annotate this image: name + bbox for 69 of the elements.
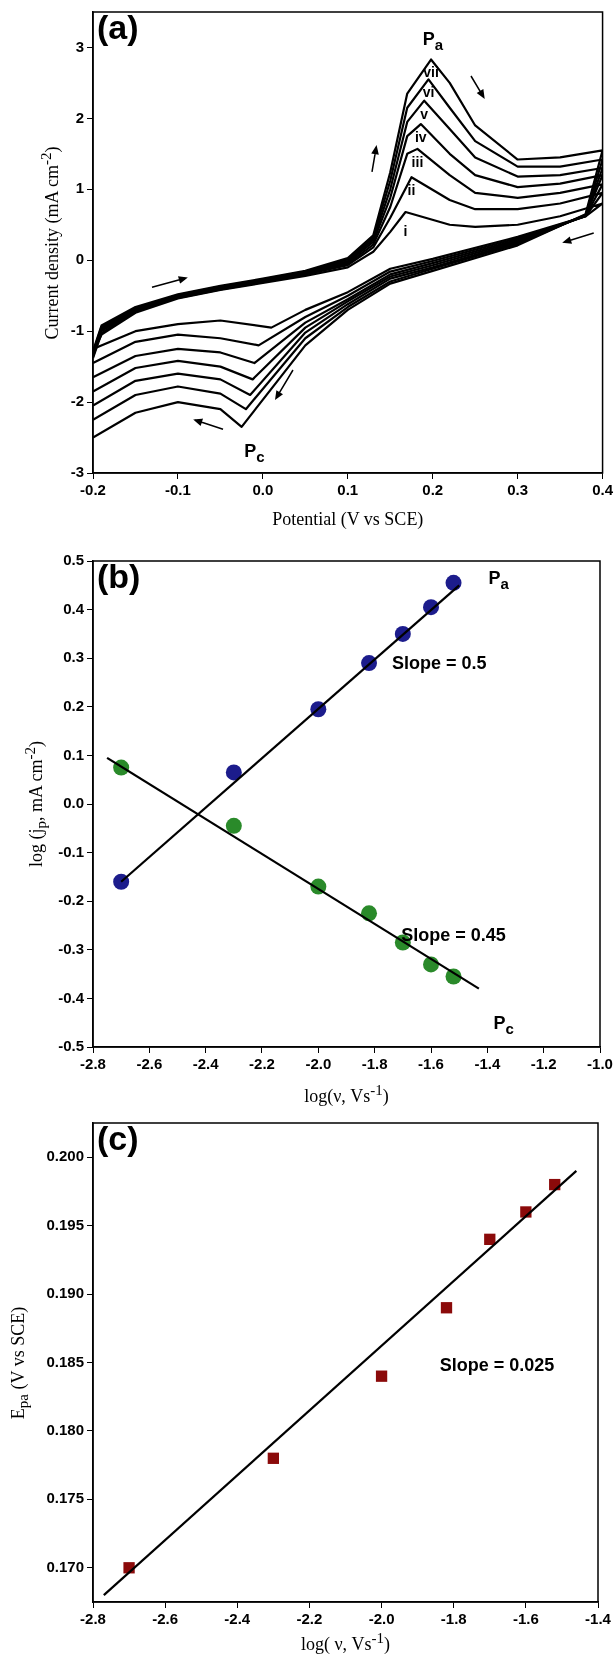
x-tick-label: 0.3 — [507, 481, 529, 499]
y-tick-label: -0.5 — [58, 1037, 84, 1055]
x-tick-label: -1.6 — [418, 1055, 444, 1073]
series-label: iv — [414, 128, 427, 145]
x-tick-label: -1.2 — [530, 1055, 557, 1073]
y-tick-label: 0.180 — [46, 1421, 84, 1439]
y-tick-label: 0.4 — [63, 599, 85, 617]
annotation: P$_{c}$ — [493, 1013, 514, 1037]
x-tick-label: 0.0 — [252, 481, 274, 499]
annotation: Slope = 0.45 — [401, 924, 506, 946]
y-tick-label: 0.190 — [46, 1284, 84, 1302]
y-tick-label: -3 — [70, 463, 84, 481]
x-tick-label: -2.6 — [136, 1055, 163, 1073]
annotation: (b) — [97, 557, 141, 596]
x-tick-label: -1.0 — [587, 1055, 613, 1073]
y-tick-label: 2 — [75, 108, 84, 126]
y-tick-label: 0.195 — [46, 1215, 84, 1233]
annotation: Slope = 0.5 — [391, 652, 487, 674]
annotation: P$_{a}$ — [422, 28, 444, 53]
y-tick-label: 3 — [75, 37, 84, 55]
y-tick-label: 0.1 — [63, 745, 84, 763]
annotation: (c) — [97, 1119, 139, 1158]
y-tick-label: 0.5 — [63, 551, 84, 569]
series-label: i — [403, 222, 408, 239]
annotation: P$_{a}$ — [488, 568, 509, 593]
x-tick-label: -1.8 — [361, 1055, 388, 1073]
x-tick-label: -2.0 — [368, 1610, 395, 1628]
annotation: Slope = 0.025 — [439, 1354, 555, 1376]
x-tick-label: -2.8 — [80, 1055, 106, 1073]
annotation: (a) — [97, 8, 139, 47]
x-axis-title: log( ν, Vs$^{-1}$) — [300, 1629, 391, 1655]
y-tick-label: 1 — [75, 179, 84, 197]
y-tick-label: -2 — [70, 392, 84, 410]
y-tick-label: -0.2 — [58, 891, 84, 909]
x-tick-label: -1.4 — [474, 1055, 501, 1073]
x-tick-label: -2.6 — [152, 1610, 179, 1628]
x-tick-label: -2.4 — [192, 1055, 220, 1073]
x-axis-title: log(ν, Vs$^{-1}$) — [304, 1081, 389, 1107]
x-tick-label: -1.4 — [585, 1610, 612, 1628]
x-tick-label: -0.1 — [165, 481, 191, 499]
x-tick-label: -1.8 — [440, 1610, 467, 1628]
x-tick-label: -2.4 — [224, 1610, 251, 1628]
y-tick-label: 0.170 — [46, 1557, 84, 1575]
x-tick-label: -2.8 — [80, 1610, 106, 1628]
y-tick-label: -0.3 — [58, 939, 84, 957]
x-tick-label: -2.0 — [305, 1055, 332, 1073]
series-label: iii — [411, 153, 424, 170]
x-tick-label: -1.6 — [512, 1610, 539, 1628]
y-tick-label: 0.0 — [63, 794, 84, 812]
y-tick-label: 0.2 — [63, 696, 84, 714]
series-label: vi — [422, 84, 435, 101]
x-tick-label: 0.1 — [337, 481, 359, 499]
series-label: ii — [407, 182, 416, 199]
y-tick-label: -1 — [70, 321, 84, 339]
y-tick-label: 0.200 — [46, 1147, 84, 1165]
x-tick-label: 0.2 — [422, 481, 444, 499]
x-tick-label: -2.2 — [296, 1610, 323, 1628]
x-axis-title: Potential (V vs SCE) — [272, 508, 424, 530]
x-tick-label: 0.4 — [592, 481, 614, 499]
series-label: v — [420, 105, 429, 122]
series-label: vii — [423, 64, 439, 81]
y-tick-label: 0.185 — [46, 1352, 84, 1370]
x-tick-label: -2.2 — [249, 1055, 275, 1073]
y-tick-label: 0.175 — [46, 1489, 84, 1507]
y-tick-label: 0 — [75, 250, 84, 268]
y-tick-label: 0.3 — [63, 648, 84, 666]
annotation: P$_{c}$ — [244, 441, 265, 465]
y-tick-label: -0.4 — [58, 988, 85, 1006]
y-tick-label: -0.1 — [58, 842, 84, 860]
